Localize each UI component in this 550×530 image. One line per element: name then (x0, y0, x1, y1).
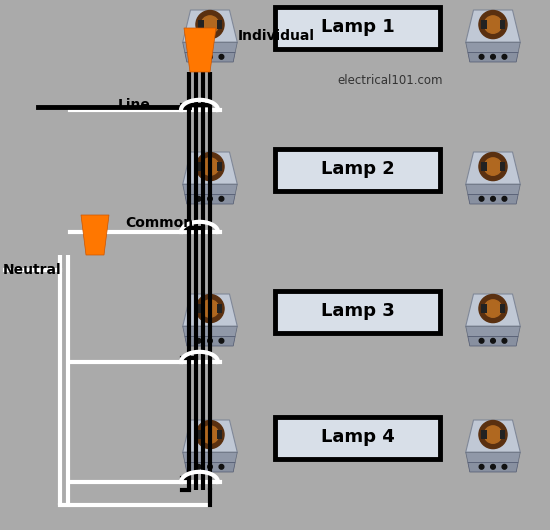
Polygon shape (81, 215, 109, 255)
Polygon shape (185, 52, 235, 62)
Polygon shape (468, 195, 518, 204)
Polygon shape (466, 452, 520, 463)
Polygon shape (198, 162, 204, 171)
Text: Line: Line (118, 98, 151, 112)
Polygon shape (185, 463, 235, 472)
Circle shape (502, 339, 507, 343)
Polygon shape (481, 430, 487, 439)
Polygon shape (185, 195, 235, 204)
Polygon shape (183, 294, 237, 326)
Polygon shape (481, 20, 487, 29)
Circle shape (208, 464, 212, 469)
Polygon shape (185, 337, 235, 346)
Polygon shape (184, 28, 216, 72)
Polygon shape (481, 162, 487, 171)
Polygon shape (499, 20, 505, 29)
Circle shape (208, 197, 212, 201)
Circle shape (491, 55, 496, 59)
Circle shape (502, 464, 507, 469)
Circle shape (201, 16, 219, 33)
FancyBboxPatch shape (275, 417, 440, 459)
Circle shape (201, 158, 219, 175)
Circle shape (201, 300, 219, 317)
Circle shape (219, 197, 224, 201)
Polygon shape (468, 52, 518, 62)
Circle shape (196, 55, 201, 59)
Text: electrical101.com: electrical101.com (337, 74, 443, 86)
Polygon shape (468, 463, 518, 472)
Circle shape (196, 11, 224, 39)
Circle shape (208, 55, 212, 59)
Polygon shape (466, 42, 520, 52)
Circle shape (219, 55, 224, 59)
FancyBboxPatch shape (275, 291, 440, 333)
Polygon shape (499, 304, 505, 313)
Polygon shape (183, 184, 237, 195)
Circle shape (491, 197, 496, 201)
Circle shape (479, 153, 507, 181)
Polygon shape (466, 326, 520, 337)
Circle shape (208, 339, 212, 343)
Circle shape (196, 295, 224, 323)
Text: Individual: Individual (238, 29, 315, 43)
Circle shape (502, 197, 507, 201)
Circle shape (196, 420, 224, 448)
Polygon shape (468, 337, 518, 346)
Circle shape (196, 197, 201, 201)
Circle shape (196, 464, 201, 469)
Circle shape (479, 464, 484, 469)
Polygon shape (183, 42, 237, 52)
Circle shape (485, 16, 502, 33)
Polygon shape (466, 184, 520, 195)
Circle shape (479, 197, 484, 201)
Polygon shape (466, 152, 520, 184)
Polygon shape (499, 162, 505, 171)
Circle shape (196, 339, 201, 343)
Circle shape (479, 55, 484, 59)
Polygon shape (183, 10, 237, 42)
Polygon shape (183, 420, 237, 452)
Polygon shape (217, 20, 222, 29)
Text: Lamp 3: Lamp 3 (321, 302, 394, 320)
Polygon shape (198, 430, 204, 439)
Circle shape (196, 153, 224, 181)
Circle shape (201, 426, 219, 443)
Circle shape (219, 339, 224, 343)
Circle shape (502, 55, 507, 59)
Polygon shape (217, 304, 222, 313)
Circle shape (479, 339, 484, 343)
Circle shape (219, 464, 224, 469)
Polygon shape (217, 430, 222, 439)
FancyBboxPatch shape (275, 149, 440, 191)
Text: Lamp 1: Lamp 1 (321, 18, 394, 36)
Polygon shape (198, 20, 204, 29)
Polygon shape (183, 452, 237, 463)
Circle shape (485, 158, 502, 175)
Polygon shape (198, 304, 204, 313)
Polygon shape (481, 304, 487, 313)
Circle shape (491, 464, 496, 469)
Text: Neutral: Neutral (3, 263, 62, 277)
Circle shape (479, 295, 507, 323)
Polygon shape (499, 430, 505, 439)
Circle shape (479, 11, 507, 39)
FancyBboxPatch shape (275, 7, 440, 49)
Polygon shape (183, 152, 237, 184)
Polygon shape (183, 326, 237, 337)
Circle shape (491, 339, 496, 343)
Polygon shape (466, 10, 520, 42)
Polygon shape (466, 420, 520, 452)
Circle shape (485, 426, 502, 443)
Text: Lamp 2: Lamp 2 (321, 160, 394, 178)
Circle shape (485, 300, 502, 317)
Text: Lamp 4: Lamp 4 (321, 428, 394, 446)
Polygon shape (466, 294, 520, 326)
Text: Common: Common (125, 216, 193, 230)
Polygon shape (217, 162, 222, 171)
Circle shape (479, 420, 507, 448)
